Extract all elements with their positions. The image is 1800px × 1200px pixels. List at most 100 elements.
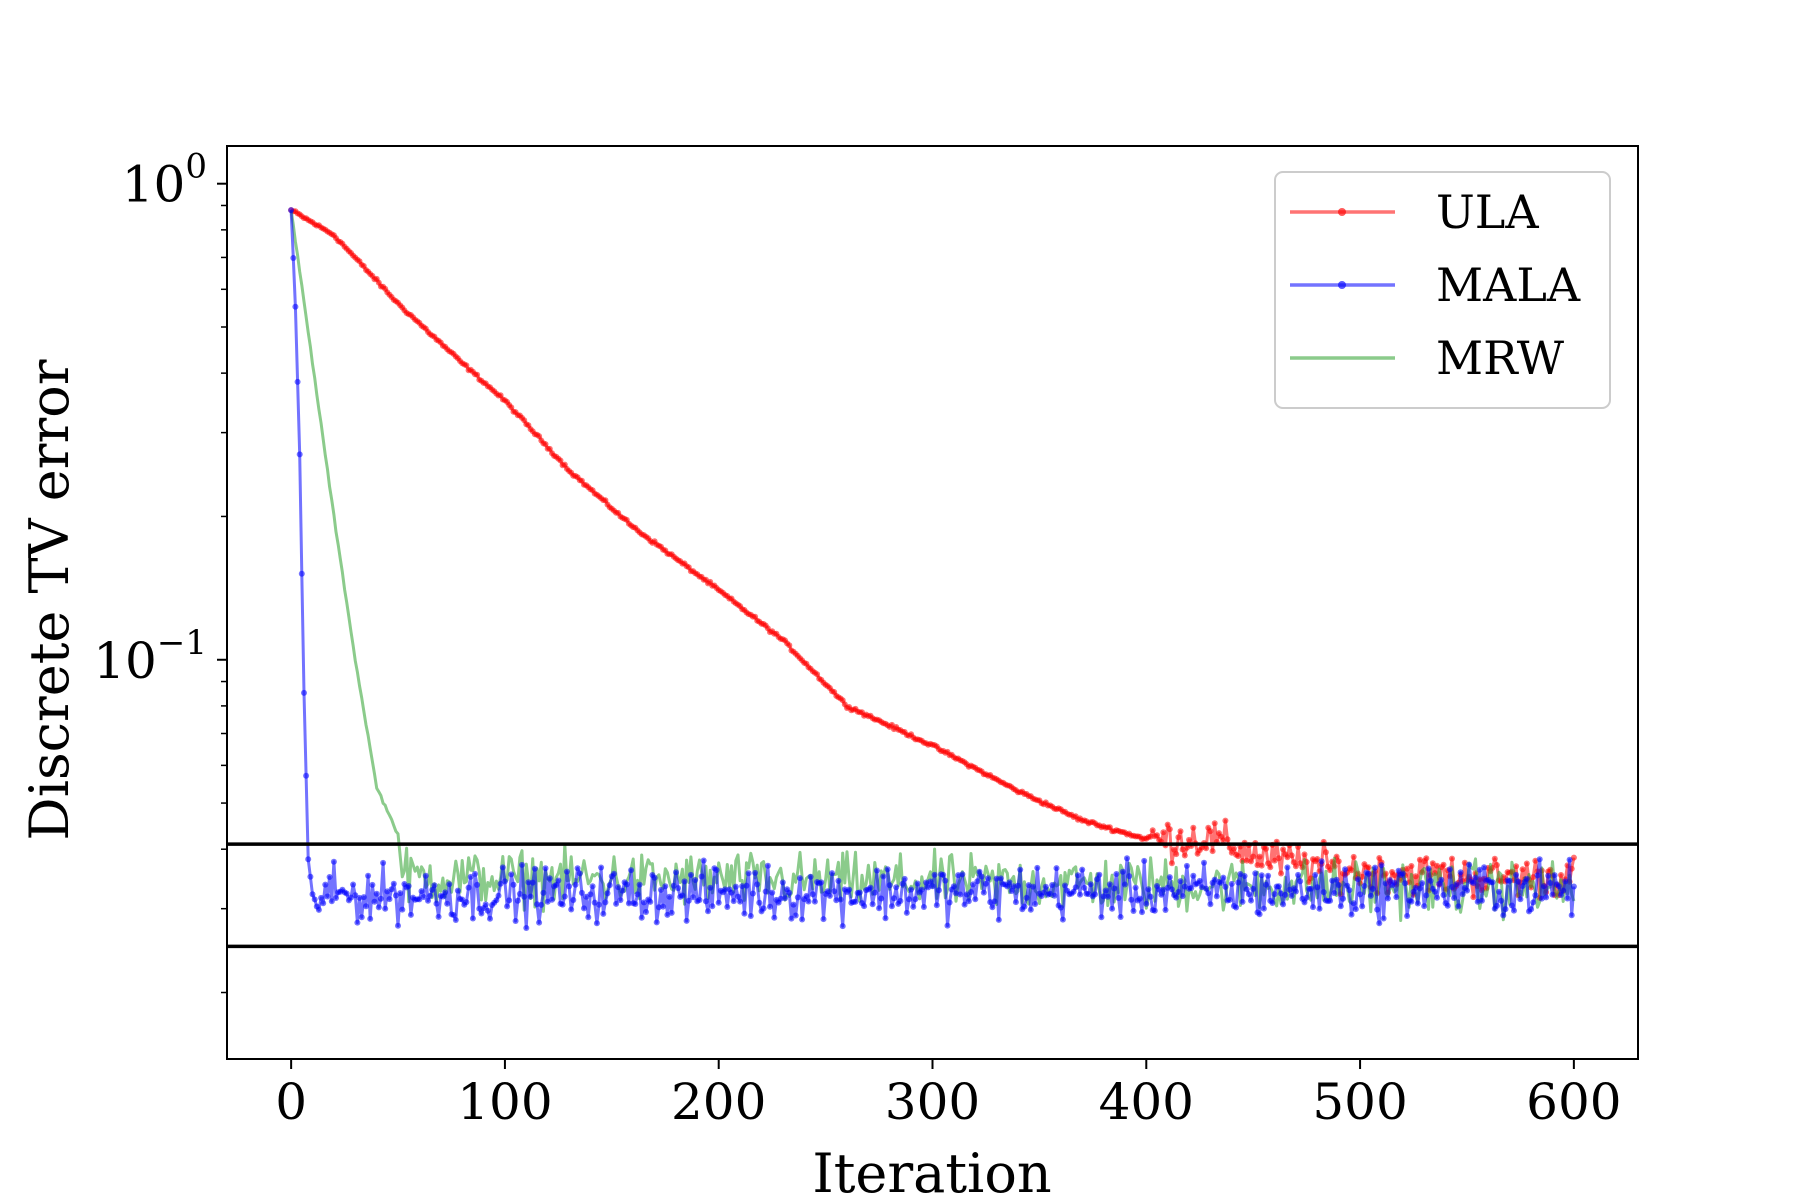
series-ula-point — [1327, 867, 1334, 874]
series-ula-point — [1523, 860, 1530, 867]
series-mala-point — [743, 882, 750, 889]
series-mala-point — [1008, 888, 1015, 894]
series-mala-point — [390, 880, 397, 887]
series-mala-point — [970, 881, 977, 888]
series-mala-point — [1258, 872, 1265, 879]
series-mala-point — [360, 894, 367, 901]
series-mala-point — [420, 894, 427, 900]
x-tick-label: 200 — [671, 1073, 766, 1131]
series-mala-point — [303, 772, 310, 779]
series-ula-point — [1175, 834, 1182, 841]
series-mala-point — [972, 896, 979, 903]
series-mala-point — [903, 909, 910, 916]
series-mala-point — [927, 878, 934, 885]
legend-marker-ula — [1338, 208, 1346, 216]
series-mala-point — [1382, 880, 1389, 887]
series-mala-point — [696, 897, 703, 903]
series-mala-point — [707, 884, 714, 891]
series-mala-point — [593, 920, 600, 927]
series-mala-point — [333, 895, 339, 901]
series-mala-point — [636, 881, 643, 888]
series-mala-point — [647, 898, 654, 905]
series-mala-point — [675, 885, 682, 892]
series-ula-point — [1207, 828, 1214, 835]
series-ula-point — [463, 362, 470, 369]
series-mala-point — [651, 874, 658, 881]
series-mala-point — [320, 900, 327, 907]
series-mala-point — [1496, 888, 1502, 895]
series-mala-point — [309, 891, 316, 898]
series-mala-point — [538, 901, 545, 908]
series-mala-point — [373, 890, 380, 897]
series-mala-point — [311, 896, 318, 903]
series-mala-point — [861, 903, 868, 910]
series-mala-point — [809, 891, 816, 898]
series-ula-point — [1348, 867, 1355, 874]
series-mala-point — [1096, 871, 1103, 878]
series-mala-point — [811, 898, 818, 905]
series-mala-point — [899, 880, 906, 887]
series-mala-point — [296, 451, 303, 458]
series-mala-point — [1346, 887, 1353, 894]
series-mala-point — [527, 893, 534, 900]
series-ula-point — [557, 457, 564, 464]
series-ula-point — [1280, 846, 1287, 853]
series-mala-point — [685, 897, 692, 904]
series-mala-point — [1320, 889, 1327, 896]
series-mala-point — [1419, 880, 1426, 887]
series-ula-point — [1154, 832, 1160, 839]
series-mala-point — [1121, 881, 1128, 888]
series-ula-point — [1168, 860, 1175, 867]
series-mala-point — [1136, 895, 1143, 902]
series-mala-point — [989, 904, 996, 911]
series-mala-point — [906, 896, 912, 903]
series-mala-point — [1372, 864, 1378, 871]
series-mala-point — [1451, 895, 1458, 901]
series-mala-point — [1222, 883, 1229, 890]
series-ula-point — [786, 642, 793, 649]
series-mala-point — [587, 891, 594, 898]
series-ula-point — [1209, 848, 1216, 855]
series-mala-point — [1233, 904, 1240, 911]
series-mala-point — [1434, 894, 1440, 901]
x-tick-label: 600 — [1526, 1073, 1621, 1131]
series-mala-point — [1560, 887, 1567, 894]
series-mala-point — [1472, 874, 1479, 881]
legend-label-mala: MALA — [1436, 258, 1581, 312]
series-mala-point — [1119, 868, 1126, 875]
series-mala-point — [322, 881, 329, 888]
x-tick-label: 300 — [885, 1073, 980, 1131]
series-mala-point — [536, 919, 543, 926]
series-mala-point — [1545, 872, 1552, 879]
series-mala-point — [1087, 881, 1094, 888]
x-axis-ticks: 0 100 200 300 400 500 600 — [275, 1059, 1622, 1131]
series-mala-point — [991, 898, 998, 905]
series-mala-point — [869, 901, 876, 908]
series-mala-point — [1359, 903, 1366, 910]
series-ula-point — [1258, 862, 1265, 869]
x-tick-label: 500 — [1312, 1073, 1407, 1131]
series-mala-point — [1130, 908, 1137, 914]
series-mala-point — [873, 867, 880, 874]
series-mala-point — [1498, 897, 1505, 904]
series-mala-point — [1245, 891, 1252, 898]
series-mala-point — [1100, 893, 1107, 900]
series-mala-point — [1239, 898, 1246, 905]
series-mala-point — [1352, 906, 1359, 913]
series-mala-point — [1106, 881, 1113, 888]
series-mala-point — [1030, 883, 1036, 890]
series-mala-point — [1179, 893, 1186, 900]
series-mala-point — [1466, 861, 1473, 868]
series-mala-point — [839, 923, 846, 930]
series-mala-point — [386, 896, 393, 903]
series-mala-point — [354, 919, 361, 926]
series-mala-point — [1292, 888, 1299, 895]
series-mala-point — [1404, 913, 1411, 919]
series-mala-point — [1113, 871, 1120, 877]
series-mala-point — [931, 871, 938, 878]
series-mala-point — [1190, 872, 1197, 879]
series-mala-point — [914, 880, 921, 887]
series-mala-point — [749, 890, 756, 897]
series-ula-point — [1412, 873, 1419, 880]
series-mala-point — [542, 865, 549, 872]
